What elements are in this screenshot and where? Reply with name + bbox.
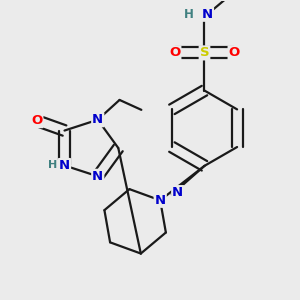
Text: H: H [48, 160, 57, 170]
Text: N: N [202, 8, 213, 21]
Text: N: N [59, 159, 70, 172]
Text: O: O [31, 114, 42, 127]
Text: N: N [172, 186, 183, 199]
Text: N: N [154, 194, 166, 207]
Text: H: H [184, 8, 194, 21]
Text: O: O [229, 46, 240, 59]
Text: N: N [92, 170, 103, 183]
Text: O: O [169, 46, 180, 59]
Text: N: N [92, 113, 103, 126]
Text: S: S [200, 46, 209, 59]
